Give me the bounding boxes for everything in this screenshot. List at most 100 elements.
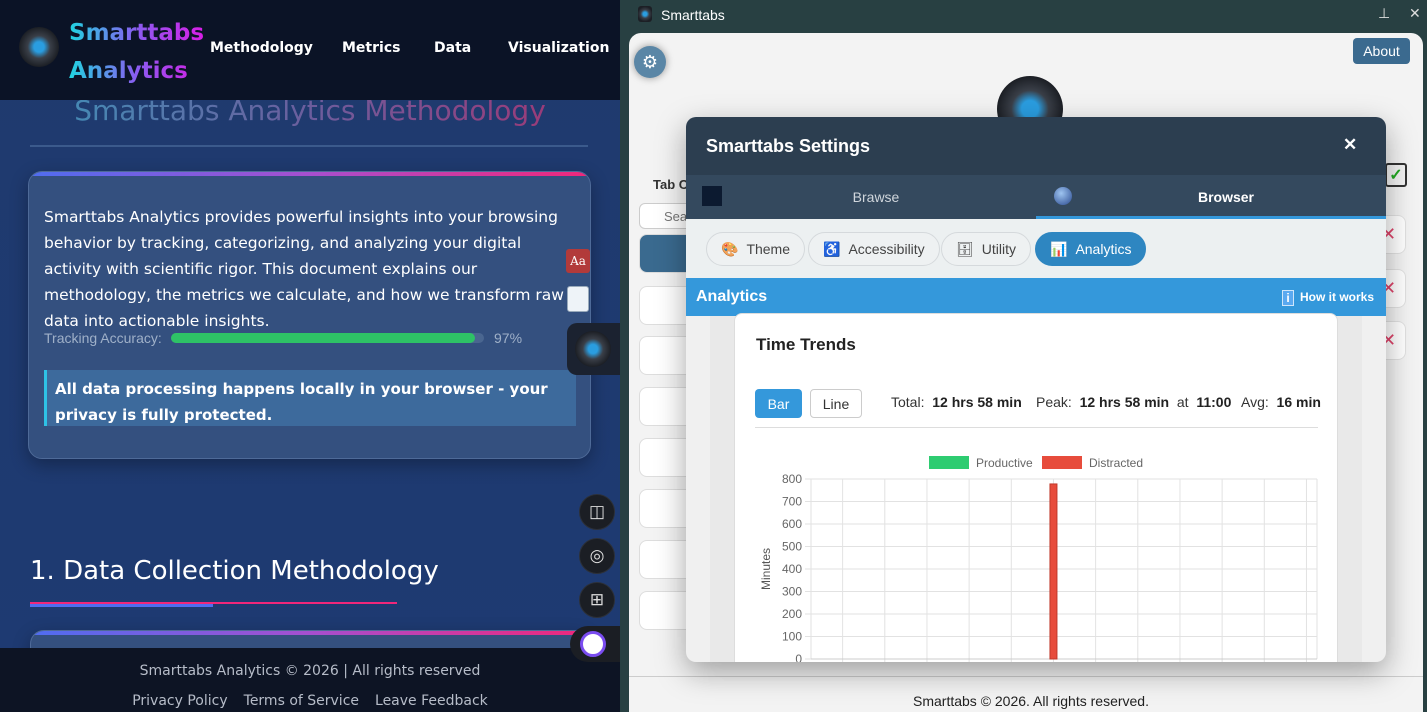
settings-modal: Smarttabs Settings ✕ Brawse Browser 🎨 The…: [686, 117, 1386, 662]
tab-list-heading: Tab C: [653, 177, 689, 192]
card-divider: [755, 427, 1318, 428]
y-tick-label: 600: [782, 517, 802, 531]
tab-browser[interactable]: Browser: [1036, 175, 1386, 219]
y-tick-label: 300: [782, 585, 802, 599]
tab-brawse[interactable]: Brawse: [686, 175, 1036, 219]
terms-link[interactable]: Terms of Service: [243, 693, 360, 709]
smarttabs-side-button[interactable]: [567, 323, 620, 375]
legend-swatch-productive: [929, 456, 969, 469]
subtab-label: Theme: [746, 241, 791, 257]
brand-title[interactable]: Smarttabs Analytics: [69, 14, 204, 90]
y-tick-label: 400: [782, 562, 802, 576]
nav-methodology[interactable]: Methodology: [210, 40, 313, 56]
y-tick-label: 200: [782, 607, 802, 621]
apps-icon[interactable]: ⊞: [579, 582, 615, 618]
footer-divider: [629, 676, 1423, 677]
time-trends-chart: 0 100 200 300 400 500 600 700 800 Minutes Producti…: [759, 456, 1318, 662]
book-icon[interactable]: ◫: [579, 494, 615, 530]
peak-time: 11:00: [1196, 394, 1232, 410]
total-value: 12 hrs 58 min: [932, 394, 1022, 410]
info-icon: i: [1282, 290, 1294, 306]
window-footer: Smarttabs © 2026. All rights reserved.: [913, 693, 1149, 709]
tab-brawse-label: Brawse: [852, 189, 900, 205]
nav-metrics[interactable]: Metrics: [342, 40, 401, 56]
tab-browser-label: Browser: [1197, 189, 1255, 205]
pin-button[interactable]: ⊥: [1378, 5, 1391, 21]
modal-title: Smarttabs Settings: [706, 136, 871, 156]
privacy-note: All data processing happens locally in y…: [44, 370, 576, 426]
subtab-analytics[interactable]: 📊 Analytics: [1035, 232, 1147, 266]
analytics-methodology-page: Smarttabs Analytics Methodology Metrics D…: [0, 0, 620, 712]
avg-label: Avg:: [1241, 394, 1269, 410]
card-title: Time Trends: [756, 335, 856, 354]
dictionary-icon[interactable]: Aa: [566, 249, 590, 273]
broadcast-icon[interactable]: ◎: [579, 538, 615, 574]
line-view-button[interactable]: Line: [810, 389, 862, 418]
notes-icon[interactable]: [567, 286, 589, 312]
subtab-accessibility[interactable]: ♿ Accessibility: [808, 232, 940, 266]
assistant-button[interactable]: [570, 626, 620, 662]
y-tick-label: 500: [782, 540, 802, 554]
peak-value: 12 hrs 58 min: [1079, 394, 1170, 410]
stat-avg: Avg: 16 min: [1241, 394, 1321, 410]
nav-visualization[interactable]: Visualization: [508, 40, 610, 56]
accessibility-icon: ♿: [823, 240, 841, 257]
peak-at: at: [1176, 394, 1189, 410]
brand-line-1: Smarttabs: [69, 20, 205, 46]
brawse-icon: [702, 186, 722, 206]
legend-swatch-distracted: [1042, 456, 1082, 469]
title-divider: [30, 145, 588, 147]
y-axis-label: Minutes: [759, 548, 773, 590]
time-trends-card: Time Trends Bar Line Total: 12 hrs 58 mi…: [734, 313, 1338, 662]
feedback-link[interactable]: Leave Feedback: [375, 693, 488, 709]
robot-icon: [580, 631, 606, 657]
intro-text: Smarttabs Analytics provides powerful in…: [44, 208, 564, 330]
legend-label-distracted: Distracted: [1089, 456, 1143, 470]
avg-value: 16 min: [1276, 394, 1321, 410]
footer-copyright: Smarttabs Analytics © 2026 | All rights …: [139, 663, 481, 679]
site-header: Smarttabs Analytics Methodology Metrics D…: [0, 0, 620, 100]
about-button[interactable]: About: [1353, 38, 1410, 64]
total-label: Total:: [891, 394, 925, 410]
y-tick-label: 800: [782, 472, 802, 486]
stat-total: Total: 12 hrs 58 min: [891, 394, 1022, 410]
y-tick-label: 100: [782, 630, 802, 644]
window-title: Smarttabs: [661, 7, 725, 23]
modal-close-button[interactable]: ✕: [1343, 135, 1358, 154]
globe-icon: [1054, 187, 1072, 205]
analytics-section-bar: Analytics i How it works: [686, 278, 1386, 316]
bar-distracted: [1049, 483, 1058, 660]
section-underline: [30, 602, 397, 604]
intro-card: Smarttabs Analytics provides powerful in…: [28, 171, 591, 459]
site-logo[interactable]: [19, 27, 59, 67]
how-it-works-label: How it works: [1300, 290, 1375, 304]
subtab-theme[interactable]: 🎨 Theme: [706, 232, 806, 266]
bar-view-button[interactable]: Bar: [755, 389, 802, 418]
subtabs: 🎨 Theme ♿ Accessibility 🗄 Utility 📊 Analytic…: [686, 219, 1386, 278]
browser-tabs: Brawse Browser: [686, 175, 1386, 219]
modal-header: Smarttabs Settings ✕: [686, 117, 1386, 175]
stat-peak: Peak: 12 hrs 58 min at 11:00: [1036, 394, 1231, 410]
tracking-progress-bar: [171, 333, 484, 343]
tracking-value: 97%: [494, 330, 523, 346]
tracking-label: Tracking Accuracy:: [44, 330, 162, 346]
nav-data[interactable]: Data: [434, 40, 472, 56]
window-close-button[interactable]: ✕: [1409, 5, 1421, 21]
settings-gear-icon[interactable]: ⚙: [634, 46, 666, 78]
subtab-utility[interactable]: 🗄 Utility: [941, 232, 1032, 266]
window-app-icon: [638, 6, 652, 22]
y-tick-label: 0: [795, 652, 802, 662]
section-underline-accent: [30, 604, 213, 607]
select-all-icon[interactable]: ✓: [1385, 163, 1407, 187]
section-heading: 1. Data Collection Methodology: [30, 556, 439, 586]
subtab-label: Analytics: [1075, 241, 1132, 257]
utility-icon: 🗄: [956, 240, 974, 257]
y-tick-label: 700: [782, 495, 802, 509]
how-it-works-link[interactable]: i How it works: [1282, 290, 1374, 306]
tracking-progress-fill: [171, 333, 475, 343]
subtab-label: Accessibility: [848, 241, 925, 257]
legend-label-productive: Productive: [976, 456, 1033, 470]
peak-label: Peak:: [1036, 394, 1072, 410]
privacy-policy-link[interactable]: Privacy Policy: [132, 693, 228, 709]
subtab-label: Utility: [981, 241, 1017, 257]
